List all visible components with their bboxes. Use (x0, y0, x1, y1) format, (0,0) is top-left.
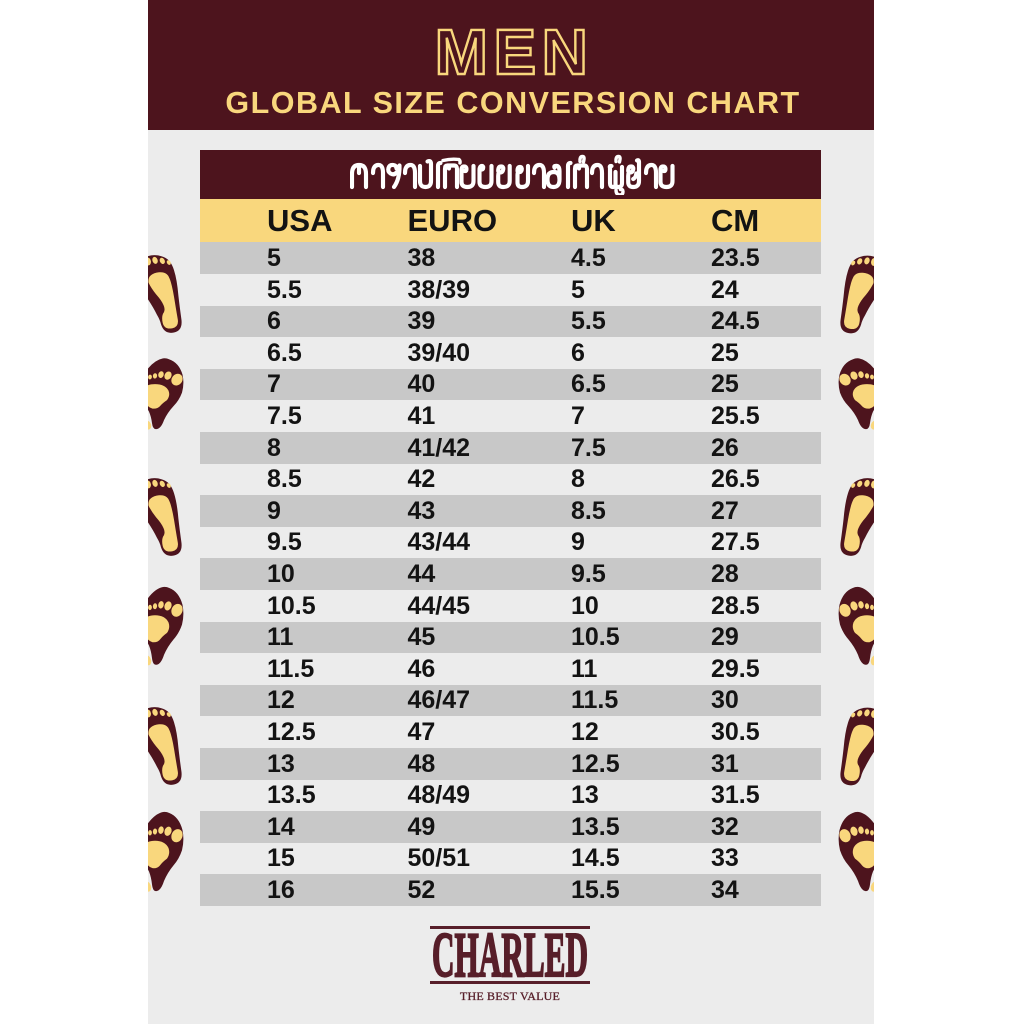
svg-text:CHARLED: CHARLED (432, 929, 588, 981)
